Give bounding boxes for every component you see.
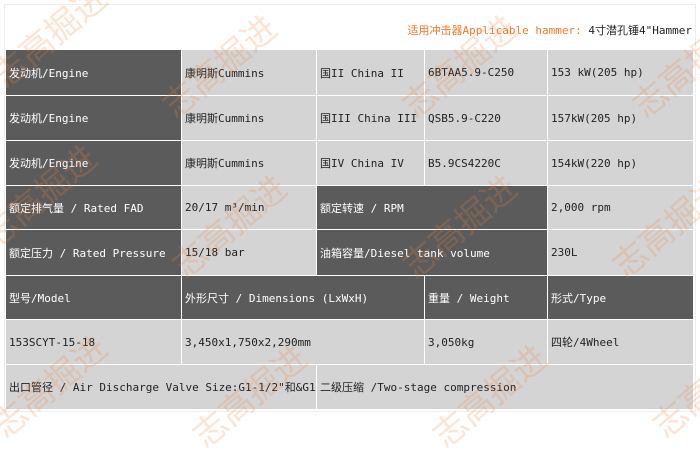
value-cell-engine1: 153 kW(205 hp) xyxy=(548,50,694,96)
label-cell-engine1: 发动机/Engine xyxy=(6,50,182,96)
spec-frame xyxy=(4,4,696,412)
value-cell-engine3: 康明斯Cummins xyxy=(182,141,317,186)
label-cell-fad: 额定排气量 / Rated FAD xyxy=(6,186,182,230)
value-cell-pressure: 15/18 bar xyxy=(182,230,317,276)
value-cell-engine2: QSB5.9-C220 xyxy=(425,96,548,141)
applicable-hammer: 适用冲击器Applicable hammer: 4寸潜孔锤4"Hammer xyxy=(408,22,692,38)
value-cell-engine1: 国II China II xyxy=(317,50,425,96)
label-cell-model_header: 重量 / Weight xyxy=(425,276,548,320)
hammer-value: 4寸潜孔锤4"Hammer xyxy=(581,24,692,37)
value-cell-model_values: 四轮/4Wheel xyxy=(548,320,694,365)
label-cell-engine2: 发动机/Engine xyxy=(6,96,182,141)
value-cell-discharge: 二级压缩 /Two-stage compression xyxy=(317,365,694,410)
label-cell-model_header: 外形尺寸 / Dimensions (LxWxH) xyxy=(182,276,425,320)
value-cell-engine1: 6BTAA5.9-C250 xyxy=(425,50,548,96)
value-cell-engine2: 康明斯Cummins xyxy=(182,96,317,141)
label-cell-fad: 额定转速 / RPM xyxy=(317,186,548,230)
value-cell-engine2: 国III China III xyxy=(317,96,425,141)
label-cell-model_header: 型号/Model xyxy=(6,276,182,320)
label-cell-engine3: 发动机/Engine xyxy=(6,141,182,186)
value-cell-engine3: 国IV China IV xyxy=(317,141,425,186)
value-cell-pressure: 230L xyxy=(548,230,694,276)
value-cell-discharge: 出口管径 / Air Discharge Valve Size:G1-1/2"和… xyxy=(6,365,317,410)
value-cell-engine1: 康明斯Cummins xyxy=(182,50,317,96)
value-cell-model_values: 153SCYT-15-18 xyxy=(6,320,182,365)
value-cell-engine3: 154kW(220 hp) xyxy=(548,141,694,186)
value-cell-engine3: B5.9CS4220C xyxy=(425,141,548,186)
label-cell-pressure: 油箱容量/Diesel tank volume xyxy=(317,230,548,276)
value-cell-model_values: 3,050kg xyxy=(425,320,548,365)
value-cell-engine2: 157kW(205 hp) xyxy=(548,96,694,141)
value-cell-fad: 2,000 rpm xyxy=(548,186,694,230)
label-cell-model_header: 形式/Type xyxy=(548,276,694,320)
value-cell-fad: 20/17 m³/min xyxy=(182,186,317,230)
label-cell-pressure: 额定压力 / Rated Pressure xyxy=(6,230,182,276)
hammer-label: 适用冲击器Applicable hammer: xyxy=(407,24,582,37)
value-cell-model_values: 3,450x1,750x2,290mm xyxy=(182,320,425,365)
